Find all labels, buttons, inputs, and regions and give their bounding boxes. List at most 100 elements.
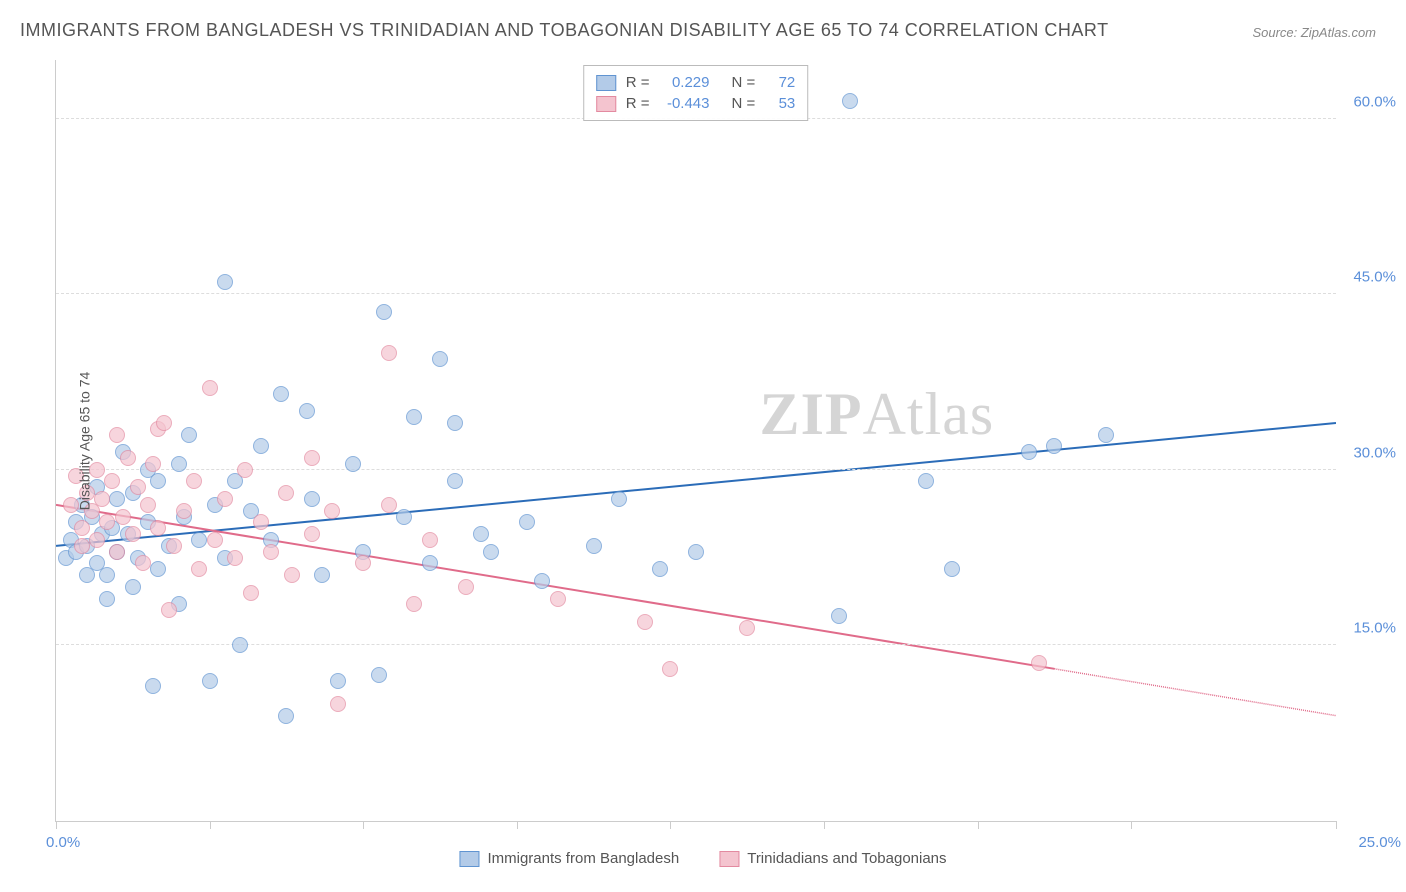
data-point (202, 673, 218, 689)
y-tick-label: 60.0% (1353, 93, 1396, 110)
data-point (688, 544, 704, 560)
data-point (842, 93, 858, 109)
x-tick (56, 821, 57, 829)
series-legend-item: Immigrants from Bangladesh (459, 850, 679, 867)
data-point (109, 544, 125, 560)
x-tick (824, 821, 825, 829)
series-name: Trinidadians and Tobagonians (747, 850, 946, 867)
data-point (145, 678, 161, 694)
data-point (330, 696, 346, 712)
data-point (473, 526, 489, 542)
data-point (432, 351, 448, 367)
data-point (227, 550, 243, 566)
data-point (304, 450, 320, 466)
chart-title: IMMIGRANTS FROM BANGLADESH VS TRINIDADIA… (20, 20, 1109, 41)
legend-swatch (596, 96, 616, 112)
data-point (406, 409, 422, 425)
data-point (94, 491, 110, 507)
data-point (181, 427, 197, 443)
data-point (74, 538, 90, 554)
chart-area: ZIPAtlas 15.0%30.0%45.0%60.0%0.0%25.0% D… (55, 60, 1336, 822)
data-point (99, 567, 115, 583)
legend-row: R =0.229N =72 (596, 72, 796, 93)
legend-row: R =-0.443N =53 (596, 93, 796, 114)
data-point (304, 526, 320, 542)
data-point (273, 386, 289, 402)
data-point (125, 579, 141, 595)
data-point (109, 427, 125, 443)
data-point (345, 456, 361, 472)
legend-swatch (596, 75, 616, 91)
data-point (253, 514, 269, 530)
data-point (120, 450, 136, 466)
data-point (324, 503, 340, 519)
data-point (662, 661, 678, 677)
data-point (99, 514, 115, 530)
data-point (652, 561, 668, 577)
data-point (166, 538, 182, 554)
legend-swatch (719, 851, 739, 867)
data-point (125, 526, 141, 542)
data-point (314, 567, 330, 583)
data-point (396, 509, 412, 525)
data-point (586, 538, 602, 554)
data-point (104, 473, 120, 489)
data-point (422, 532, 438, 548)
x-tick (978, 821, 979, 829)
data-point (217, 491, 233, 507)
data-point (739, 620, 755, 636)
data-point (191, 561, 207, 577)
data-point (115, 509, 131, 525)
data-point (299, 403, 315, 419)
source-label: Source: ZipAtlas.com (1252, 25, 1376, 40)
data-point (447, 415, 463, 431)
x-tick (670, 821, 671, 829)
legend-r-label: R = (626, 95, 650, 112)
y-tick-label: 30.0% (1353, 444, 1396, 461)
data-point (207, 532, 223, 548)
legend-r-value: 0.229 (660, 74, 710, 91)
y-axis-label: Disability Age 65 to 74 (76, 372, 92, 511)
data-point (150, 520, 166, 536)
data-point (109, 491, 125, 507)
legend-n-value: 72 (765, 74, 795, 91)
series-name: Immigrants from Bangladesh (487, 850, 679, 867)
data-point (519, 514, 535, 530)
data-point (376, 304, 392, 320)
x-tick (363, 821, 364, 829)
data-point (237, 462, 253, 478)
data-point (89, 532, 105, 548)
data-point (278, 485, 294, 501)
data-point (550, 591, 566, 607)
data-point (232, 637, 248, 653)
correlation-legend: R =0.229N =72R =-0.443N =53 (583, 65, 809, 121)
x-tick-label: 0.0% (46, 834, 80, 851)
data-point (1046, 438, 1062, 454)
data-point (534, 573, 550, 589)
data-point (406, 596, 422, 612)
data-point (355, 555, 371, 571)
data-point (458, 579, 474, 595)
series-legend: Immigrants from Bangladesh Trinidadians a… (459, 850, 946, 867)
data-point (422, 555, 438, 571)
data-point (1021, 444, 1037, 460)
x-tick-label: 25.0% (1358, 834, 1401, 851)
data-point (145, 456, 161, 472)
data-point (483, 544, 499, 560)
legend-swatch (459, 851, 479, 867)
legend-n-label: N = (732, 95, 756, 112)
gridline (56, 293, 1336, 294)
data-point (447, 473, 463, 489)
data-point (176, 503, 192, 519)
legend-r-value: -0.443 (660, 95, 710, 112)
x-tick (1336, 821, 1337, 829)
data-point (161, 602, 177, 618)
data-point (371, 667, 387, 683)
chart-container: IMMIGRANTS FROM BANGLADESH VS TRINIDADIA… (0, 0, 1406, 892)
y-tick-label: 15.0% (1353, 620, 1396, 637)
data-point (304, 491, 320, 507)
data-point (284, 567, 300, 583)
data-point (140, 497, 156, 513)
data-point (202, 380, 218, 396)
data-point (99, 591, 115, 607)
